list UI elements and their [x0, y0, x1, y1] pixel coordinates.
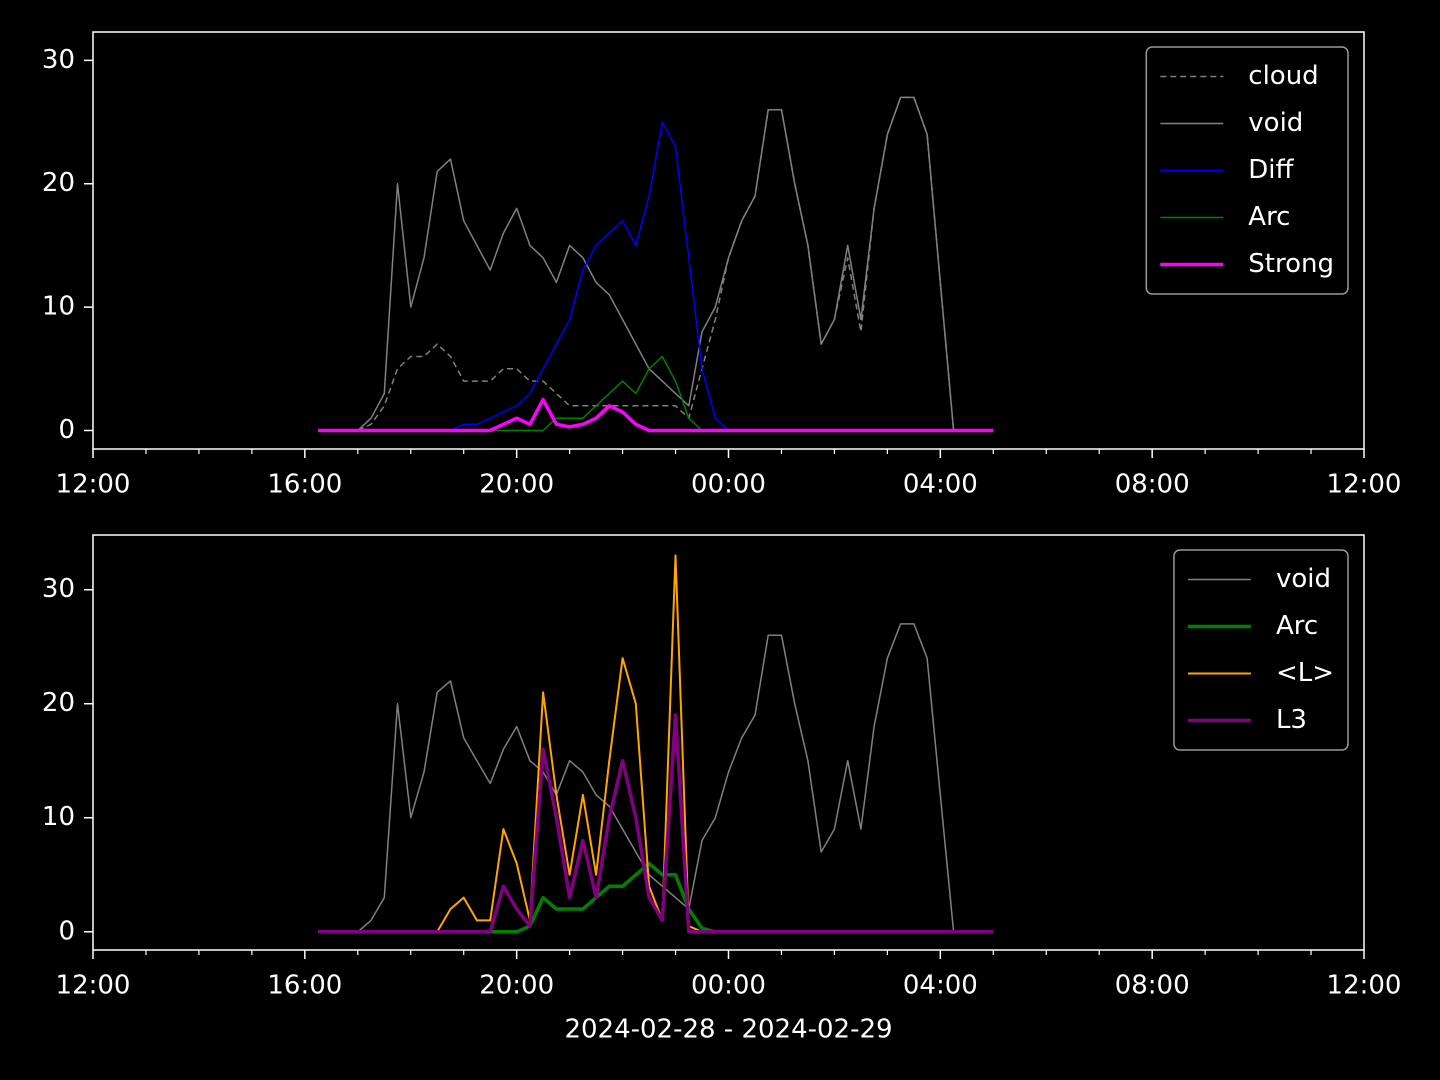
legend-label: <L>: [1276, 658, 1334, 688]
x-tick-label: 08:00: [1115, 470, 1190, 500]
axes-frame: [92, 534, 1365, 951]
x-tick-label: 12:00: [56, 470, 131, 500]
x-tick-label: 20:00: [479, 971, 554, 1001]
legend-box: [1145, 46, 1349, 295]
y-tick-label: 30: [42, 574, 75, 604]
series-line: [318, 96, 994, 432]
legend-label: Arc: [1248, 202, 1290, 232]
y-tick-label: 0: [58, 415, 75, 445]
legend-label: void: [1276, 564, 1331, 594]
legend: void Arc <L> L3: [1173, 549, 1349, 751]
y-tick-label: 20: [42, 688, 75, 718]
legend-label: Arc: [1276, 611, 1318, 641]
x-tick-label: 16:00: [267, 470, 342, 500]
x-tick-label: 12:00: [1327, 470, 1402, 500]
legend-label: void: [1248, 108, 1303, 138]
legend-label: Strong: [1248, 249, 1334, 279]
series-line: [318, 623, 994, 933]
x-tick-label: 20:00: [479, 470, 554, 500]
plot-area: [318, 554, 994, 934]
y-tick-label: 10: [42, 292, 75, 322]
legend-label: cloud: [1248, 61, 1318, 91]
plot-area: [318, 96, 994, 433]
legend-box: [1173, 549, 1349, 751]
x-tick-label: 16:00: [267, 971, 342, 1001]
series-line: [318, 713, 994, 934]
legend: cloud void Diff Arc Strong: [1145, 46, 1349, 295]
y-tick-label: 30: [42, 45, 75, 75]
legend-label: Diff: [1248, 155, 1294, 185]
y-tick-label: 20: [42, 168, 75, 198]
series-line: [318, 397, 994, 433]
x-tick-label: 04:00: [903, 470, 978, 500]
y-tick-label: 0: [58, 916, 75, 946]
x-tick-label: 08:00: [1115, 971, 1190, 1001]
x-tick-label: 12:00: [56, 971, 131, 1001]
x-axis-label: 2024-02-28 - 2024-02-29: [564, 1015, 892, 1045]
axes-frame: [92, 31, 1365, 450]
legend-label: L3: [1276, 705, 1307, 735]
x-tick-label: 00:00: [691, 470, 766, 500]
x-tick-label: 12:00: [1327, 971, 1402, 1001]
y-tick-label: 10: [42, 802, 75, 832]
x-tick-label: 00:00: [691, 971, 766, 1001]
x-tick-label: 04:00: [903, 971, 978, 1001]
